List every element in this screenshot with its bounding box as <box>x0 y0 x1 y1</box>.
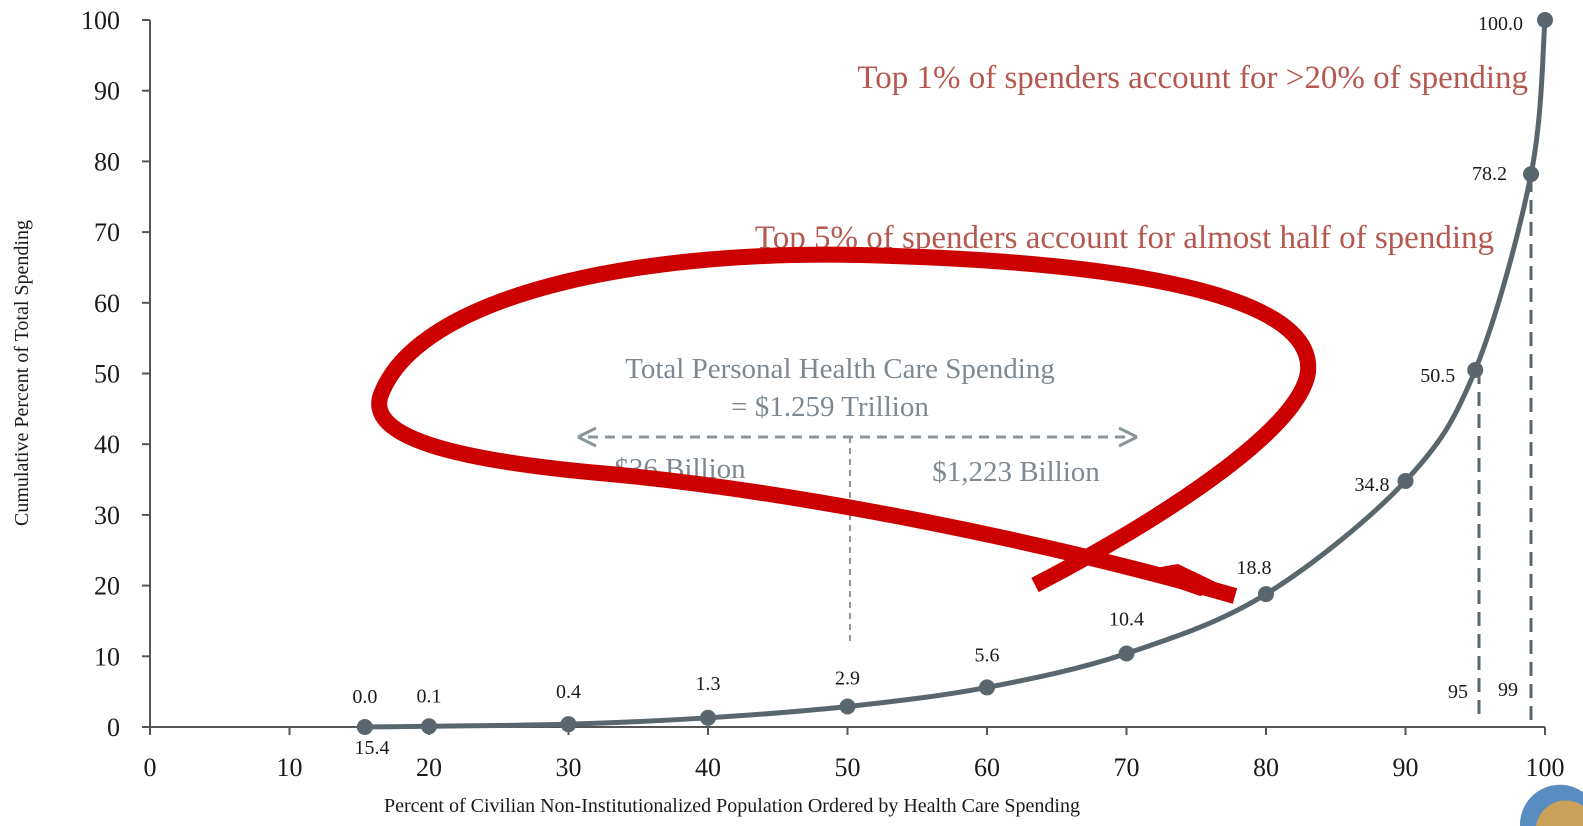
marker-95-label: 95 <box>1448 681 1468 703</box>
data-point <box>1118 645 1135 662</box>
red-loop-stroke <box>371 246 1317 604</box>
x-tick-label: 90 <box>1393 753 1419 782</box>
y-tick-label: 70 <box>94 218 120 247</box>
data-point <box>560 716 577 733</box>
y-tick-label: 90 <box>94 77 120 106</box>
data-point <box>1523 166 1540 183</box>
x-tick-label: 10 <box>277 753 303 782</box>
data-label: 5.6 <box>975 644 1000 666</box>
y-axis-title: Cumulative Percent of Total Spending <box>11 220 33 526</box>
data-label: 34.8 <box>1355 474 1390 496</box>
x-tick-label: 80 <box>1253 753 1279 782</box>
x-tick-label: 0 <box>144 753 157 782</box>
data-point <box>356 719 373 735</box>
data-label: 100.0 <box>1478 13 1523 35</box>
data-label: 1.3 <box>696 673 721 695</box>
data-point <box>1258 586 1274 603</box>
data-label: 18.8 <box>1237 557 1272 579</box>
logo-fragment <box>1519 784 1583 826</box>
x-tick-label: 50 <box>835 753 861 782</box>
data-labels: 0.0 0.1 0.4 1.3 2.9 5.6 10.4 18.8 34.8 50.5 78.2 10… <box>352 13 1523 708</box>
arrow-head-right <box>1118 426 1138 448</box>
data-label: 0.0 <box>352 686 377 708</box>
data-label: 50.5 <box>1420 365 1455 387</box>
x-axis-title: Percent of Civilian Non-Institutionalize… <box>384 795 1080 817</box>
y-tick-label: 80 <box>94 147 120 176</box>
x-tick-label: 70 <box>1114 753 1140 782</box>
annotation-right-amount: $1,223 Billion <box>932 456 1100 488</box>
axis-ticks: 0 10 20 30 40 50 60 70 80 90 100 0 10 20 30 40 50 60 70 80 9… <box>81 6 1565 782</box>
data-point <box>979 679 995 696</box>
annotation-total-line1: Total Personal Health Care Spending <box>625 353 1055 385</box>
x-tick-label: 60 <box>974 753 1000 782</box>
x-start-label: 15.4 <box>355 737 390 759</box>
x-tick-label: 100 <box>1526 753 1565 782</box>
data-label: 2.9 <box>835 667 860 689</box>
data-label: 78.2 <box>1472 163 1507 185</box>
marker-99-label: 99 <box>1498 679 1518 701</box>
x-tick-label: 40 <box>695 753 721 782</box>
arrow-head-left <box>577 426 597 448</box>
data-point <box>421 718 437 735</box>
data-point <box>1397 472 1414 489</box>
data-point <box>1467 361 1484 378</box>
annotation-total-line2: = $1.259 Trillion <box>731 391 929 423</box>
data-label: 0.4 <box>556 681 581 703</box>
red-arrowhead-shape <box>1132 564 1228 596</box>
data-label: 0.1 <box>417 685 442 707</box>
x-tick-label: 30 <box>556 753 582 782</box>
y-tick-label: 100 <box>81 6 120 35</box>
data-point <box>700 709 716 726</box>
annotation-top1: Top 1% of spenders account for >20% of s… <box>857 60 1528 96</box>
red-highlight-overlay <box>371 246 1317 604</box>
data-point <box>1537 12 1553 28</box>
y-tick-label: 40 <box>94 430 120 459</box>
y-tick-label: 20 <box>94 572 120 601</box>
x-tick-label: 20 <box>416 753 442 782</box>
y-tick-label: 60 <box>94 289 120 318</box>
data-label: 10.4 <box>1109 608 1144 630</box>
y-tick-label: 0 <box>107 713 120 742</box>
data-point <box>839 698 856 715</box>
y-tick-label: 50 <box>94 360 120 389</box>
y-tick-label: 30 <box>94 501 120 530</box>
data-points <box>356 12 1553 735</box>
y-tick-label: 10 <box>94 642 120 671</box>
